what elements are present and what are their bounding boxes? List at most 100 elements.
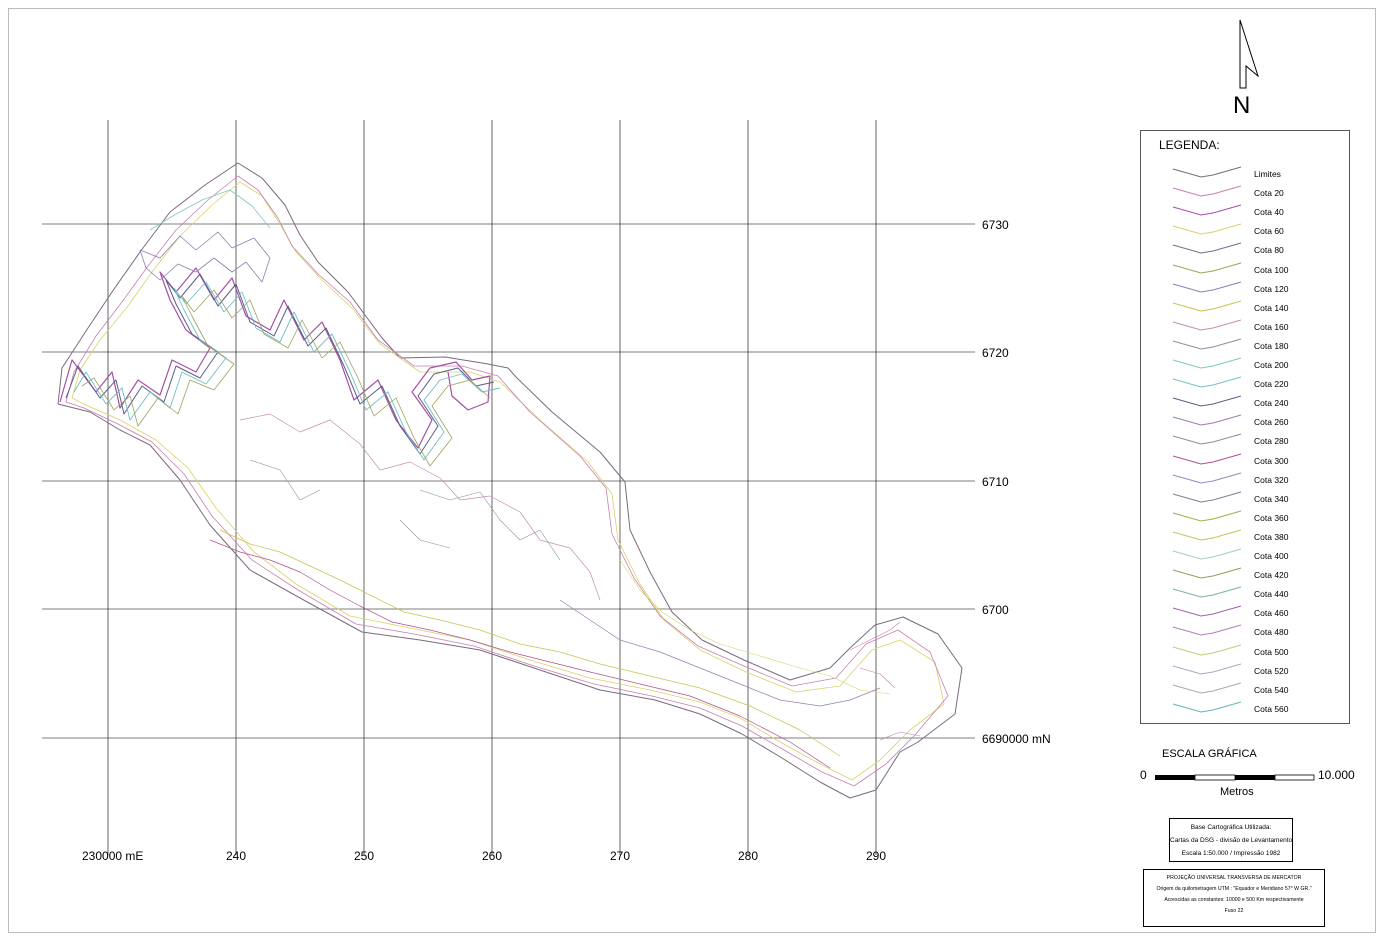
legend-item: Cota 280: [1141, 432, 1349, 450]
easting-labels: 230000 mE 240 250 260 270 280 290: [82, 849, 886, 863]
legend-line-icon: [1172, 682, 1242, 694]
legend-item: Cota 540: [1141, 681, 1349, 699]
scale-bar-block: ESCALA GRÁFICA 0 10.000 Metros: [1140, 744, 1370, 804]
base-info-line: Escala 1:50.000 / Impressão 1982: [1181, 850, 1281, 857]
northing-label: 6690000 mN: [982, 732, 1051, 746]
legend-item-label: Cota 500: [1254, 646, 1289, 657]
legend-line-icon: [1172, 605, 1242, 617]
legend-line-icon: [1172, 701, 1242, 713]
legend-item-label: Cota 360: [1254, 512, 1289, 523]
northing-label: 6720: [982, 346, 1009, 360]
legend-item: Limites: [1141, 165, 1349, 183]
legend-line-icon: [1172, 548, 1242, 560]
north-label: N: [1233, 92, 1251, 119]
legend-item-label: Cota 100: [1254, 264, 1289, 275]
legend-line-icon: [1172, 453, 1242, 465]
legend-line-icon: [1172, 376, 1242, 388]
legend-item: Cota 20: [1141, 184, 1349, 202]
legend-item-label: Cota 60: [1254, 226, 1284, 237]
legend-item-label: Cota 140: [1254, 302, 1289, 313]
easting-label: 260: [482, 849, 502, 863]
legend-item: Cota 240: [1141, 394, 1349, 412]
legend-line-icon: [1172, 472, 1242, 484]
legend-item: Cota 500: [1141, 643, 1349, 661]
easting-label: 240: [226, 849, 246, 863]
legend-item: Cota 420: [1141, 566, 1349, 584]
map-frame: [8, 8, 1376, 933]
scale-end-label: 10.000: [1318, 768, 1355, 782]
utm-grid: [42, 120, 975, 855]
legend-item: Cota 40: [1141, 203, 1349, 221]
scale-unit-label: Metros: [1220, 786, 1254, 798]
northing-label: 6710: [982, 475, 1009, 489]
legend-item-label: Cota 460: [1254, 608, 1289, 619]
legend-line-icon: [1172, 185, 1242, 197]
legend-item: Cota 100: [1141, 261, 1349, 279]
legend-item: Cota 560: [1141, 700, 1349, 718]
legend-item-label: Cota 480: [1254, 627, 1289, 638]
legend-item-label: Limites: [1254, 169, 1281, 179]
legend-line-icon: [1172, 663, 1242, 675]
legend-line-icon: [1172, 242, 1242, 254]
legend-item: Cota 260: [1141, 413, 1349, 431]
legend-item-label: Cota 420: [1254, 570, 1289, 581]
legend-item: Cota 160: [1141, 318, 1349, 336]
projection-info-line: Origem da quilometragem UTM : "Equador e…: [1156, 886, 1312, 892]
legend-title: LEGENDA:: [1159, 138, 1220, 152]
scale-start-label: 0: [1140, 768, 1147, 782]
legend-item: Cota 520: [1141, 662, 1349, 680]
legend-item: Cota 180: [1141, 337, 1349, 355]
legend-item: Cota 400: [1141, 547, 1349, 565]
legend-line-icon: [1172, 414, 1242, 426]
legend-line-icon: [1172, 395, 1242, 407]
legend-line-icon: [1172, 338, 1242, 350]
legend-item-label: Cota 560: [1254, 703, 1289, 714]
projection-info-line: Fuso 22: [1224, 908, 1244, 914]
legend-item-label: Cota 20: [1254, 188, 1284, 199]
legend-line-icon: [1172, 319, 1242, 331]
boundary-line: [57, 162, 963, 799]
legend-line-icon: [1172, 281, 1242, 293]
legend-item-label: Cota 320: [1254, 474, 1289, 485]
projection-info-box: PROJEÇÃO UNIVERSAL TRANSVERSA DE MERCATO…: [1143, 869, 1325, 927]
base-info-line: Base Cartográfica Utilizada:: [1190, 824, 1272, 831]
base-info-line: Cartas da DSG - divisão de Levantamento: [1170, 837, 1293, 844]
legend-line-icon: [1172, 357, 1242, 369]
northing-labels: 6730 6720 6710 6700 6690000 mN: [982, 218, 1051, 746]
legend: LEGENDA: Limites Cota 20 Cota 40 Cota 60 Cot…: [1140, 130, 1350, 724]
legend-item: Cota 480: [1141, 623, 1349, 641]
legend-line-icon: [1172, 567, 1242, 579]
legend-item: Cota 440: [1141, 585, 1349, 603]
legend-item: Cota 140: [1141, 299, 1349, 317]
easting-label: 290: [866, 849, 886, 863]
legend-item-label: Cota 540: [1254, 684, 1289, 695]
legend-line-icon: [1172, 166, 1242, 178]
legend-item: Cota 120: [1141, 280, 1349, 298]
legend-item-label: Cota 300: [1254, 455, 1289, 466]
legend-item: Cota 300: [1141, 452, 1349, 470]
legend-item-label: Cota 160: [1254, 321, 1289, 332]
legend-item-label: Cota 340: [1254, 493, 1289, 504]
legend-line-icon: [1172, 300, 1242, 312]
legend-item-label: Cota 400: [1254, 551, 1289, 561]
legend-line-icon: [1172, 204, 1242, 216]
northing-label: 6730: [982, 218, 1009, 232]
legend-item: Cota 200: [1141, 356, 1349, 374]
legend-line-icon: [1172, 433, 1242, 445]
scale-bar: [1155, 774, 1315, 781]
base-cartography-box: Base Cartográfica Utilizada: Cartas da D…: [1169, 818, 1293, 862]
legend-item-label: Cota 40: [1254, 207, 1284, 218]
northing-label: 6700: [982, 603, 1009, 617]
legend-item-label: Cota 280: [1254, 436, 1289, 447]
easting-label: 270: [610, 849, 630, 863]
legend-item-label: Cota 220: [1254, 379, 1289, 390]
easting-label: 230000 mE: [82, 849, 143, 863]
legend-item-label: Cota 200: [1254, 360, 1289, 370]
legend-item: Cota 460: [1141, 604, 1349, 622]
legend-line-icon: [1172, 491, 1242, 503]
legend-item: Cota 360: [1141, 509, 1349, 527]
legend-item-label: Cota 260: [1254, 417, 1289, 428]
study-area-contours: [57, 162, 963, 799]
legend-item: Cota 380: [1141, 528, 1349, 546]
